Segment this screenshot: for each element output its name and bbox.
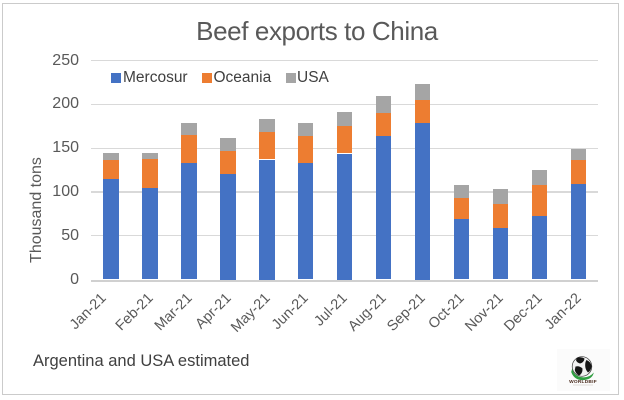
svg-text:WORLDBIF: WORLDBIF [569,379,597,385]
